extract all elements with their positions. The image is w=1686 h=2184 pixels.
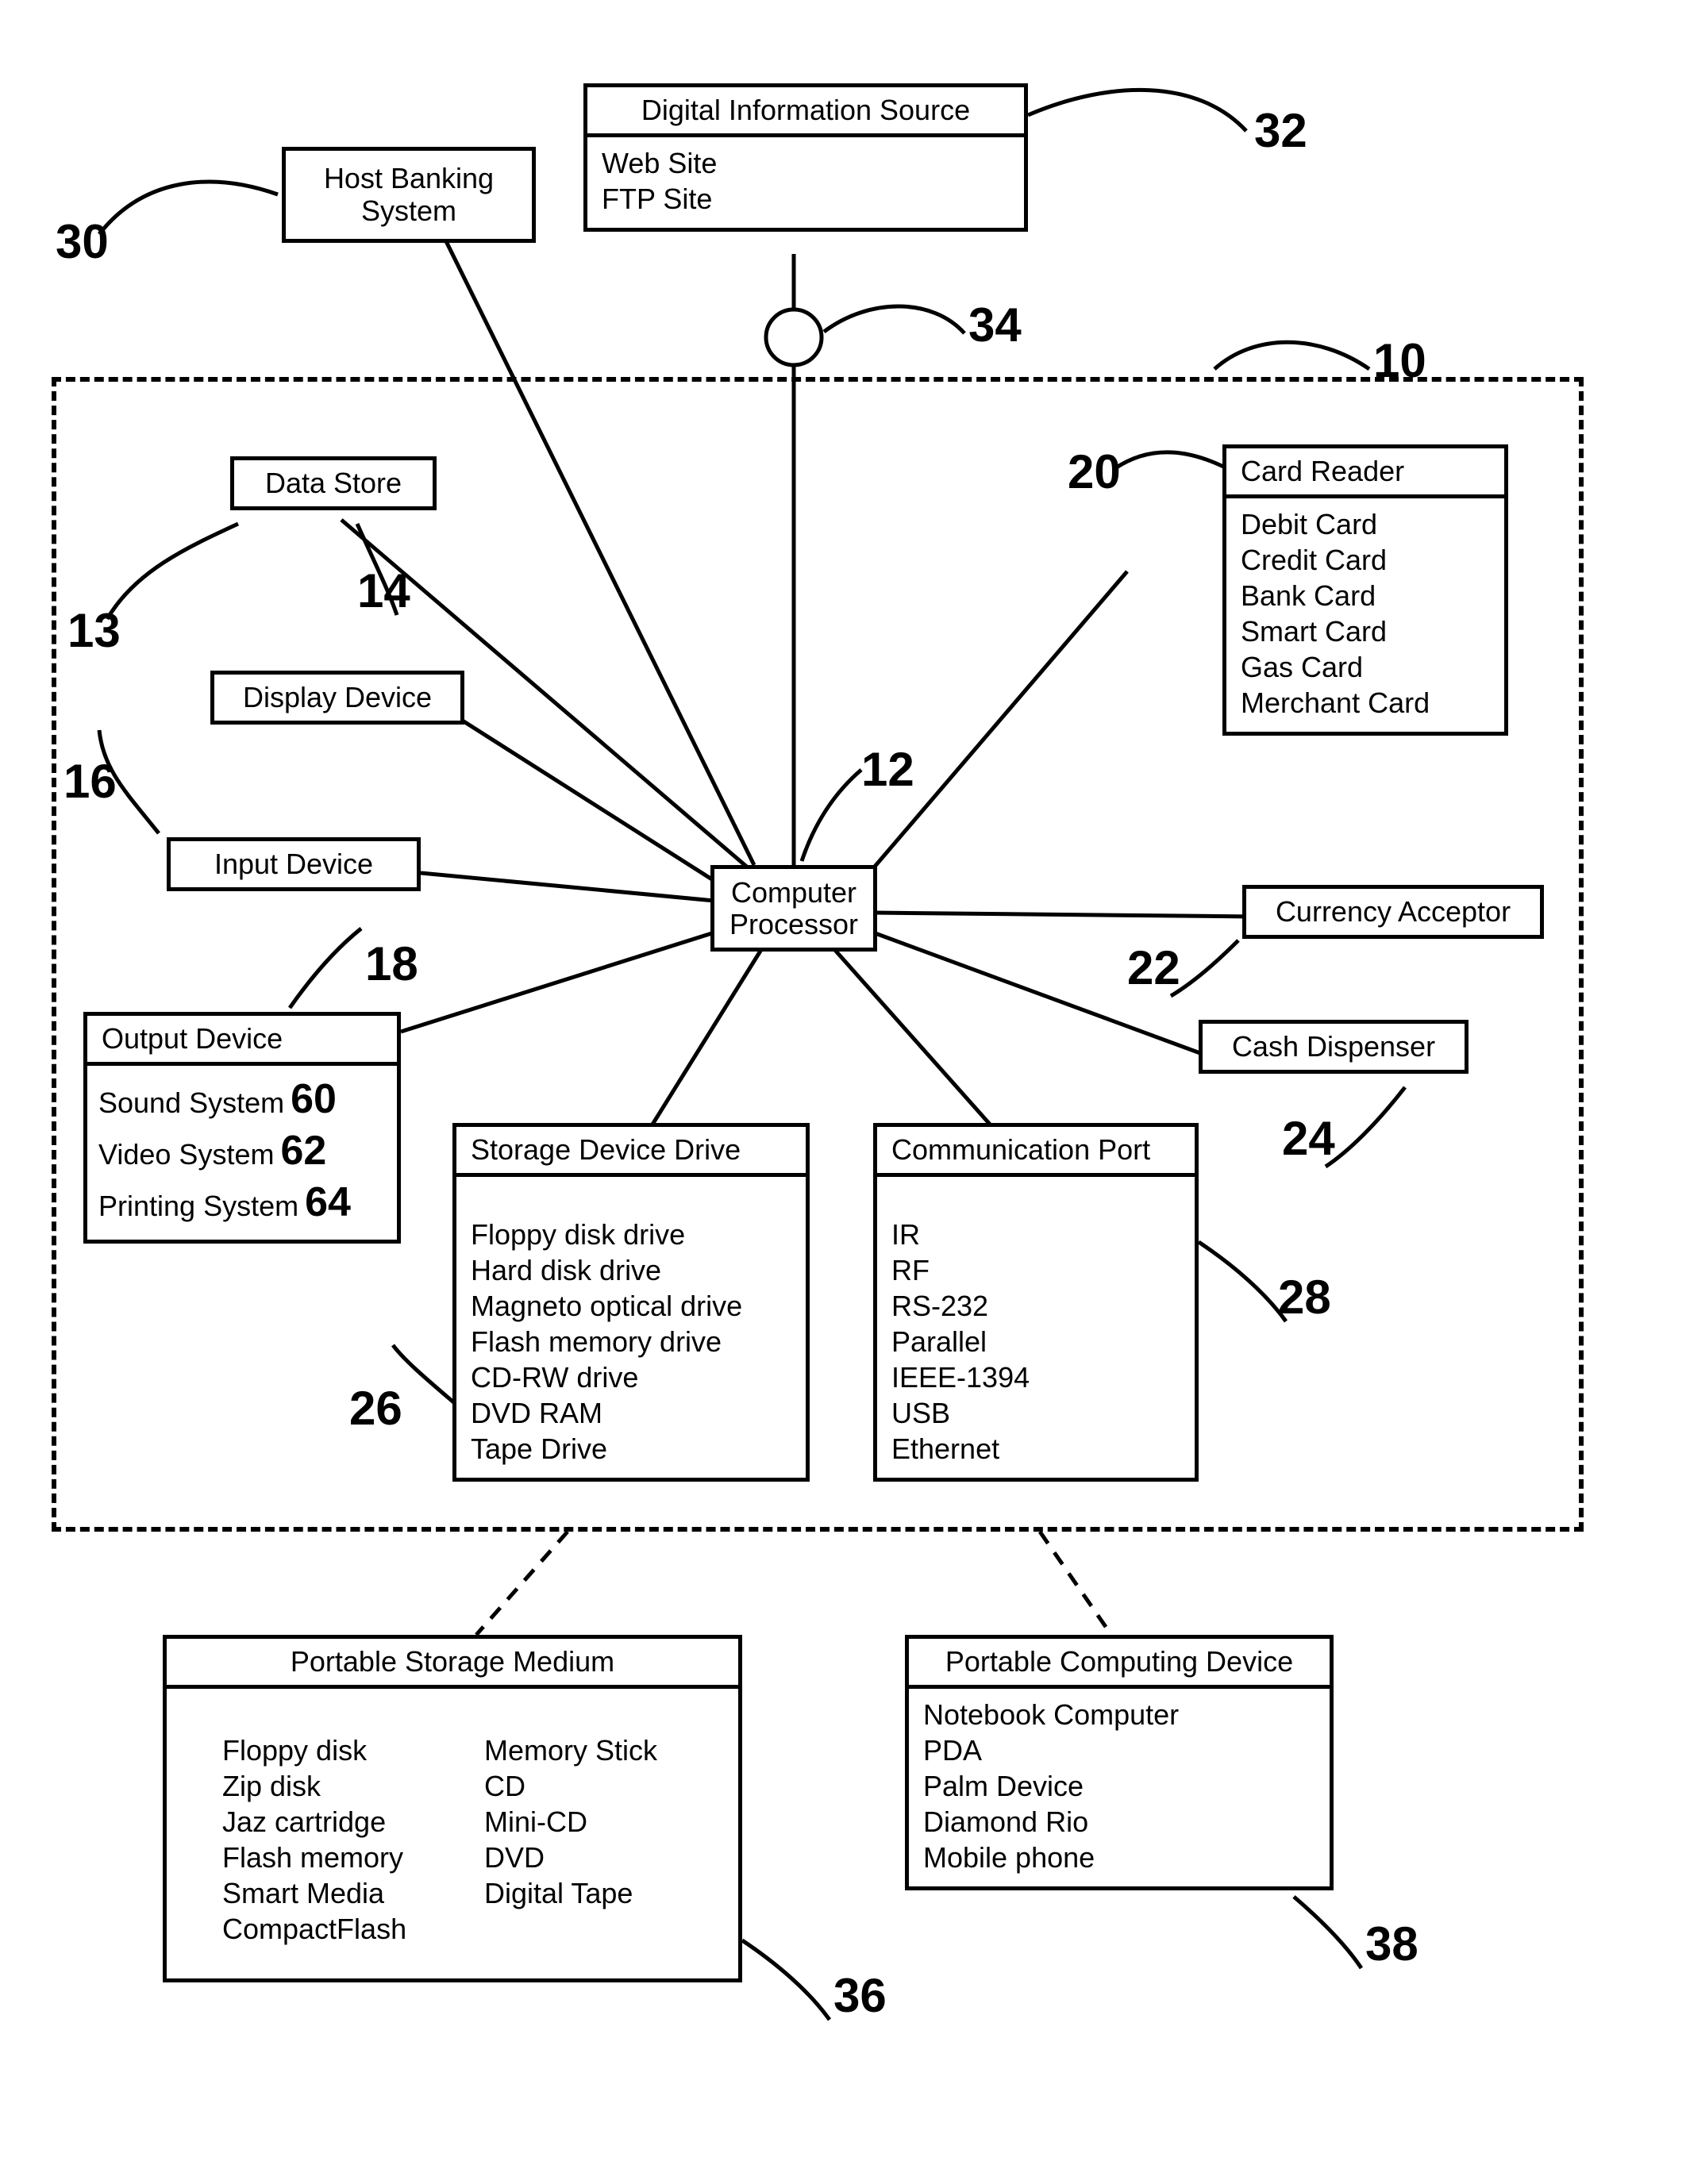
storage-drive-box: Storage Device Drive Floppy disk drive H… — [452, 1123, 810, 1482]
pc-item: PDA — [923, 1732, 1315, 1768]
comm-item: RS-232 — [891, 1288, 1180, 1324]
card-item: Smart Card — [1241, 613, 1490, 649]
ref-34: 34 — [968, 298, 1022, 352]
ps-item: Memory Stick — [484, 1732, 706, 1768]
ref-13: 13 — [67, 603, 121, 658]
storage-item: Hard disk drive — [471, 1252, 791, 1288]
ref-64: 64 — [298, 1179, 351, 1225]
ps-item: CompactFlash — [222, 1911, 445, 1947]
ref-30: 30 — [56, 214, 109, 269]
portable-computing-body: Notebook Computer PDA Palm Device Diamon… — [909, 1689, 1330, 1886]
portable-computing-title: Portable Computing Device — [909, 1639, 1330, 1689]
output-item: Printing System — [98, 1190, 298, 1222]
pc-item: Diamond Rio — [923, 1804, 1315, 1840]
storage-item: Tape Drive — [471, 1431, 791, 1467]
portable-storage-box: Portable Storage Medium Floppy disk Zip … — [163, 1635, 742, 1982]
ps-item: Zip disk — [222, 1768, 445, 1804]
ref-24: 24 — [1282, 1111, 1335, 1166]
computer-processor-box: Computer Processor — [710, 865, 877, 952]
card-item: Merchant Card — [1241, 685, 1490, 721]
pc-item: Notebook Computer — [923, 1697, 1315, 1732]
storage-item: DVD RAM — [471, 1395, 791, 1431]
display-device-box: Display Device — [210, 671, 464, 725]
ref-18: 18 — [365, 936, 418, 991]
digital-info-title: Digital Information Source — [587, 87, 1024, 137]
diagram-canvas: Digital Information Source Web Site FTP … — [0, 0, 1686, 2184]
pc-item: Palm Device — [923, 1768, 1315, 1804]
ref-22: 22 — [1127, 940, 1180, 995]
host-banking-title: Host Banking System — [286, 151, 532, 239]
ps-item: Smart Media — [222, 1875, 445, 1911]
ref-26: 26 — [349, 1381, 402, 1436]
display-device-title: Display Device — [214, 675, 460, 721]
card-item: Credit Card — [1241, 542, 1490, 578]
card-reader-body: Debit Card Credit Card Bank Card Smart C… — [1226, 498, 1504, 732]
output-device-body: Sound System60 Video System62 Printing S… — [87, 1066, 397, 1240]
storage-item: CD-RW drive — [471, 1359, 791, 1395]
host-banking-box: Host Banking System — [282, 147, 536, 243]
portable-storage-body: Floppy disk Zip disk Jaz cartridge Flash… — [167, 1689, 738, 1978]
ps-item: Jaz cartridge — [222, 1804, 445, 1840]
ref-20: 20 — [1068, 444, 1121, 499]
ps-item: Digital Tape — [484, 1875, 706, 1911]
ref-14: 14 — [357, 563, 410, 618]
portable-storage-title: Portable Storage Medium — [167, 1639, 738, 1689]
digital-info-item: FTP Site — [602, 181, 1010, 217]
ps-item: Floppy disk — [222, 1732, 445, 1768]
comm-port-box: Communication Port IR RF RS-232 Parallel… — [873, 1123, 1199, 1482]
comm-item: USB — [891, 1395, 1180, 1431]
ref-12: 12 — [861, 742, 914, 797]
ps-item: DVD — [484, 1840, 706, 1875]
currency-acceptor-title: Currency Acceptor — [1246, 889, 1540, 935]
storage-drive-body: Floppy disk drive Hard disk drive Magnet… — [456, 1177, 806, 1478]
digital-info-body: Web Site FTP Site — [587, 137, 1024, 228]
comm-item: IEEE-1394 — [891, 1359, 1180, 1395]
portable-computing-box: Portable Computing Device Notebook Compu… — [905, 1635, 1334, 1890]
output-item: Sound System — [98, 1086, 284, 1119]
comm-port-body: IR RF RS-232 Parallel IEEE-1394 USB Ethe… — [877, 1177, 1195, 1478]
comm-port-title: Communication Port — [877, 1127, 1195, 1177]
ref-28: 28 — [1278, 1270, 1331, 1325]
ps-item: Flash memory — [222, 1840, 445, 1875]
ref-38: 38 — [1365, 1917, 1418, 1971]
output-device-box: Output Device Sound System60 Video Syste… — [83, 1012, 401, 1244]
storage-item: Floppy disk drive — [471, 1217, 791, 1252]
ref-36: 36 — [833, 1968, 887, 2023]
card-item: Bank Card — [1241, 578, 1490, 613]
card-item: Debit Card — [1241, 506, 1490, 542]
ref-60: 60 — [284, 1076, 337, 1122]
ps-item: Mini-CD — [484, 1804, 706, 1840]
currency-acceptor-box: Currency Acceptor — [1242, 885, 1544, 939]
pc-item: Mobile phone — [923, 1840, 1315, 1875]
digital-info-source-box: Digital Information Source Web Site FTP … — [583, 83, 1028, 232]
comm-item: Parallel — [891, 1324, 1180, 1359]
data-store-box: Data Store — [230, 456, 437, 510]
data-store-title: Data Store — [234, 460, 433, 506]
comm-item: RF — [891, 1252, 1180, 1288]
comm-item: IR — [891, 1217, 1180, 1252]
ref-16: 16 — [64, 754, 117, 809]
ref-10: 10 — [1373, 333, 1426, 388]
digital-info-item: Web Site — [602, 145, 1010, 181]
cash-dispenser-title: Cash Dispenser — [1203, 1024, 1465, 1070]
storage-item: Magneto optical drive — [471, 1288, 791, 1324]
storage-drive-title: Storage Device Drive — [456, 1127, 806, 1177]
card-reader-title: Card Reader — [1226, 448, 1504, 498]
input-device-title: Input Device — [171, 841, 417, 887]
card-item: Gas Card — [1241, 649, 1490, 685]
cash-dispenser-box: Cash Dispenser — [1199, 1020, 1469, 1074]
storage-item: Flash memory drive — [471, 1324, 791, 1359]
ps-item: CD — [484, 1768, 706, 1804]
input-device-box: Input Device — [167, 837, 421, 891]
computer-processor-title: Computer Processor — [714, 869, 873, 948]
output-device-title: Output Device — [87, 1016, 397, 1066]
output-item: Video System — [98, 1138, 274, 1171]
ref-32: 32 — [1254, 103, 1307, 158]
comm-item: Ethernet — [891, 1431, 1180, 1467]
ref-62: 62 — [274, 1128, 326, 1174]
card-reader-box: Card Reader Debit Card Credit Card Bank … — [1222, 444, 1508, 736]
